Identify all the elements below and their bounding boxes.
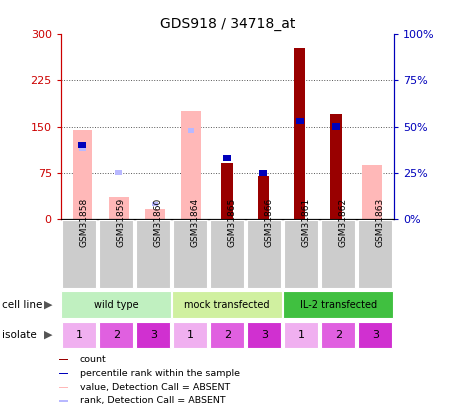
Text: ▶: ▶ — [45, 300, 53, 310]
Bar — [296, 118, 304, 124]
Bar — [210, 322, 244, 348]
Bar — [260, 170, 267, 176]
Bar — [62, 322, 96, 348]
Bar — [321, 322, 355, 348]
Text: 1: 1 — [76, 330, 83, 340]
Text: 2: 2 — [224, 330, 231, 340]
Bar — [99, 220, 133, 288]
Bar — [210, 220, 244, 288]
Text: GSM31865: GSM31865 — [227, 198, 236, 247]
Bar — [362, 165, 382, 219]
Bar — [284, 291, 393, 318]
Bar — [78, 142, 86, 148]
Text: rank, Detection Call = ABSENT: rank, Detection Call = ABSENT — [80, 396, 225, 405]
Bar — [62, 291, 171, 318]
Bar — [332, 124, 340, 130]
Bar — [72, 130, 92, 219]
Text: mock transfected: mock transfected — [184, 300, 270, 310]
Text: GSM31859: GSM31859 — [116, 198, 125, 247]
Bar — [284, 220, 318, 288]
Text: IL-2 transfected: IL-2 transfected — [300, 300, 377, 310]
Text: 3: 3 — [261, 330, 268, 340]
Text: 3: 3 — [150, 330, 157, 340]
Bar — [109, 197, 129, 219]
Text: count: count — [80, 356, 106, 364]
Bar — [188, 128, 194, 133]
Title: GDS918 / 34718_at: GDS918 / 34718_at — [160, 17, 295, 31]
Text: 2: 2 — [112, 330, 120, 340]
Bar — [181, 111, 201, 219]
Bar — [358, 220, 392, 288]
Bar — [145, 209, 165, 219]
Text: isolate: isolate — [2, 330, 37, 340]
Bar — [136, 220, 170, 288]
Text: GSM31866: GSM31866 — [264, 198, 273, 247]
Text: ▶: ▶ — [45, 330, 53, 340]
Bar — [284, 322, 318, 348]
Text: 1: 1 — [187, 330, 194, 340]
Text: GSM31862: GSM31862 — [338, 198, 347, 247]
Bar — [221, 163, 233, 219]
Bar — [258, 176, 269, 219]
Text: wild type: wild type — [94, 300, 139, 310]
Bar — [136, 322, 170, 348]
Text: GSM31861: GSM31861 — [301, 198, 310, 247]
Text: GSM31864: GSM31864 — [190, 198, 199, 247]
Bar — [172, 291, 282, 318]
Bar — [62, 220, 96, 288]
Bar — [58, 387, 68, 388]
Bar — [58, 400, 68, 401]
Bar — [294, 48, 306, 219]
Text: cell line: cell line — [2, 300, 43, 310]
Bar — [247, 220, 281, 288]
Text: GSM31858: GSM31858 — [79, 198, 88, 247]
Text: value, Detection Call = ABSENT: value, Detection Call = ABSENT — [80, 383, 230, 392]
Text: 2: 2 — [335, 330, 342, 340]
Bar — [99, 322, 133, 348]
Bar — [173, 322, 207, 348]
Text: 1: 1 — [298, 330, 305, 340]
Text: percentile rank within the sample: percentile rank within the sample — [80, 369, 240, 378]
Bar — [247, 322, 281, 348]
Bar — [115, 170, 122, 175]
Text: GSM31860: GSM31860 — [153, 198, 162, 247]
Bar — [223, 155, 231, 161]
Text: GSM31863: GSM31863 — [375, 198, 384, 247]
Bar — [321, 220, 355, 288]
Text: 3: 3 — [372, 330, 379, 340]
Bar — [58, 359, 68, 360]
Bar — [152, 202, 158, 207]
Bar — [79, 146, 86, 151]
Bar — [173, 220, 207, 288]
Bar — [358, 322, 392, 348]
Bar — [330, 114, 342, 219]
Bar — [58, 373, 68, 374]
